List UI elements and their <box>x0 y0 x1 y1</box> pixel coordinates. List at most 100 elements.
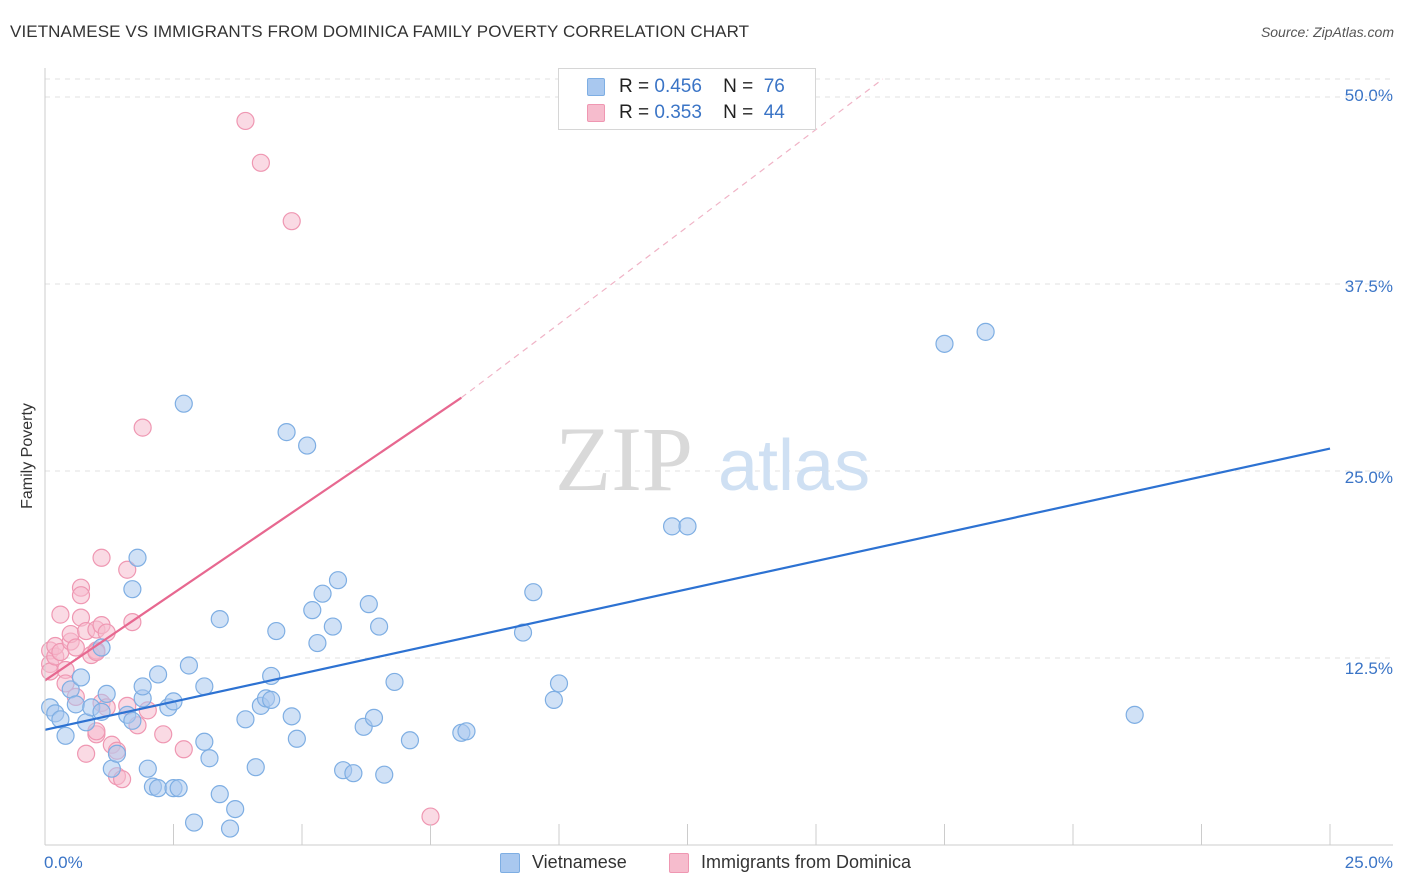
vietnamese-point <box>277 423 296 442</box>
vietnamese-point <box>148 665 168 684</box>
dominica-point <box>77 744 96 763</box>
vietnamese-point <box>133 677 152 696</box>
grid-lines <box>45 78 1393 659</box>
dominica-point <box>92 548 111 567</box>
trend-line-dominica <box>44 396 462 682</box>
x-tick-label-0: 0.0% <box>44 853 83 872</box>
vietnamese-point <box>220 819 240 838</box>
y-tick-label-12-5: 12.5% <box>1344 659 1393 678</box>
vietnamese-point <box>385 672 404 692</box>
vietnamese-point <box>179 656 199 675</box>
trend-line-dominica-extension <box>460 78 884 399</box>
bottom-legend-swatch-dominica <box>669 852 689 873</box>
vietnamese-point <box>123 711 142 730</box>
vietnamese-point <box>267 621 286 641</box>
legend-n-value-dominica: 44 <box>763 102 785 123</box>
vietnamese-point <box>174 394 193 413</box>
vietnamese-point <box>66 695 85 714</box>
dominica-point <box>118 560 137 579</box>
dominica-point <box>174 740 193 759</box>
bottom-legend-dominica: Immigrants from Dominica <box>669 852 911 873</box>
y-tick-label-25: 25.0% <box>1344 468 1393 487</box>
trend-line-vietnamese <box>44 447 1331 731</box>
trend-lines <box>44 78 1331 731</box>
legend-r-value-vietnamese: 0.456 <box>654 76 702 97</box>
vietnamese-point <box>313 584 332 603</box>
vietnamese-point <box>236 710 255 729</box>
vietnamese-point <box>298 436 317 455</box>
vietnamese-point <box>107 744 127 763</box>
axes <box>44 68 1393 846</box>
bottom-legend-vietnamese: Vietnamese <box>500 852 627 873</box>
legend-row-dominica: R = 0.353 N = 44 <box>619 102 785 124</box>
legend-swatch-vietnamese <box>587 78 605 96</box>
vietnamese-point <box>97 684 116 704</box>
dominica-point <box>66 638 85 657</box>
vietnamese-point <box>287 729 306 748</box>
vietnamese-point <box>370 617 389 636</box>
vietnamese-point <box>282 707 301 726</box>
dominica-point <box>71 586 91 605</box>
vietnamese-point <box>56 726 75 745</box>
y-tick-label-37-5: 37.5% <box>1344 277 1393 296</box>
legend-swatch-dominica <box>587 104 605 122</box>
x-tick-label-25: 25.0% <box>1344 853 1393 872</box>
vietnamese-point <box>323 617 342 636</box>
vietnamese-point <box>123 580 142 599</box>
y-tick-label-50: 50.0% <box>1344 86 1393 105</box>
vietnamese-point <box>328 571 348 590</box>
vietnamese-point <box>364 708 384 727</box>
vietnamese-point <box>184 813 204 832</box>
vietnamese-point <box>524 583 543 602</box>
vietnamese-point <box>400 731 420 750</box>
dominica-point <box>236 111 255 131</box>
bottom-legend-label-vietnamese: Vietnamese <box>532 852 627 872</box>
vietnamese-point <box>303 601 322 620</box>
vietnamese-point <box>308 633 327 653</box>
dominica-point <box>421 807 440 826</box>
vietnamese-point <box>200 749 219 768</box>
vietnamese-point <box>71 668 91 687</box>
vietnamese-point <box>457 722 476 741</box>
legend: R = 0.456 N = 76 R = 0.353 N = 44 <box>558 68 816 130</box>
vietnamese-point <box>195 732 214 751</box>
chart-title: VIETNAMESE VS IMMIGRANTS FROM DOMINICA F… <box>10 22 750 41</box>
vietnamese-point <box>344 764 363 783</box>
vietnamese-point <box>195 677 214 696</box>
watermark-zip: ZIP <box>555 408 693 510</box>
vietnamese-point <box>169 779 188 798</box>
vietnamese-point <box>976 322 995 341</box>
vietnamese-point <box>662 517 682 536</box>
legend-row-vietnamese: R = 0.456 N = 76 <box>619 76 785 98</box>
bottom-legend-label-dominica: Immigrants from Dominica <box>701 852 912 872</box>
vietnamese-point <box>678 517 697 536</box>
dominica-points <box>41 111 440 826</box>
legend-r-value-dominica: 0.353 <box>654 102 702 123</box>
source-credit: Source: ZipAtlas.com <box>1260 24 1394 40</box>
vietnamese-points <box>41 322 1144 838</box>
vietnamese-point <box>51 710 70 729</box>
vietnamese-point <box>148 779 168 798</box>
legend-n-label: N = <box>723 76 754 97</box>
vietnamese-point <box>246 758 265 777</box>
dominica-point <box>282 212 301 231</box>
dominica-point <box>154 725 173 744</box>
vietnamese-point <box>549 674 569 693</box>
dominica-point <box>133 418 152 437</box>
legend-n-value-vietnamese: 76 <box>763 76 785 97</box>
vietnamese-point <box>935 334 954 353</box>
vietnamese-point <box>210 785 229 804</box>
bottom-legend-swatch-vietnamese <box>500 852 520 873</box>
legend-r-label: R = <box>619 102 650 123</box>
legend-r-label: R = <box>619 76 650 97</box>
vietnamese-point <box>544 690 563 709</box>
vietnamese-point <box>138 759 157 778</box>
vietnamese-point <box>262 690 281 709</box>
legend-n-label: N = <box>723 102 754 123</box>
vietnamese-point <box>1125 705 1144 724</box>
dominica-point <box>51 605 70 624</box>
vietnamese-point <box>359 595 378 614</box>
vietnamese-point <box>375 765 394 784</box>
vietnamese-point <box>210 610 229 629</box>
